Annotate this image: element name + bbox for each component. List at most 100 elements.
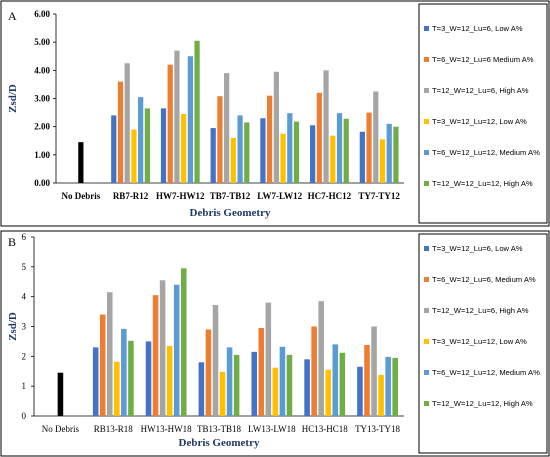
y-tick-label: 1.00 [34, 150, 50, 160]
bar [212, 305, 219, 416]
legend-label: T=6_W=12_Lu=6, Medium A% [432, 275, 536, 284]
legend-swatch [424, 119, 429, 124]
x-tick-label: HW13-HW18 [141, 424, 192, 434]
bar [286, 354, 293, 416]
bar [244, 122, 250, 183]
y-tick-label: 5 [22, 262, 27, 272]
bar [279, 346, 286, 416]
legend-swatch [424, 277, 429, 282]
bar [173, 284, 180, 416]
legend-label: T=6_W=12_Lu=12, Medium A% [432, 368, 540, 377]
panel-b-legend-frame [418, 233, 548, 454]
bar [293, 121, 300, 183]
bar [152, 295, 159, 416]
x-tick-label: TY7-TY12 [358, 191, 400, 201]
panel-label: A [8, 9, 17, 23]
bar [187, 56, 193, 183]
bar-no-debris [57, 372, 64, 416]
bar-no-debris [78, 142, 84, 183]
bar [131, 129, 137, 183]
legend-label: T=6_W=12_Lu=12, Medium A% [432, 148, 540, 157]
bar [174, 50, 180, 183]
bar [138, 97, 144, 183]
bar [265, 302, 272, 416]
bar [280, 133, 286, 183]
legend-swatch [424, 88, 429, 93]
bar [332, 344, 339, 416]
bar [181, 113, 187, 183]
bar [198, 362, 205, 416]
bar [386, 123, 392, 183]
y-tick-label: 3.00 [34, 94, 50, 104]
bar [99, 314, 106, 416]
y-tick-label: 2.00 [34, 122, 50, 132]
x-tick-label: HC7-HC12 [308, 191, 352, 201]
bar [180, 268, 187, 416]
legend-swatch [424, 26, 429, 31]
y-tick-label: 6.00 [34, 9, 50, 19]
legend-label: T=12_W=12_Lu=6, High A% [432, 86, 529, 95]
bar [128, 340, 134, 416]
bar [336, 113, 343, 183]
legend-swatch [424, 57, 429, 62]
bar [325, 369, 332, 416]
bar [343, 118, 349, 183]
legend-swatch [424, 150, 429, 155]
bar [364, 344, 370, 416]
bar [359, 131, 365, 183]
y-tick-label: 4.00 [34, 65, 50, 75]
legend-swatch [424, 308, 429, 313]
bar [287, 113, 293, 183]
bar [111, 115, 117, 183]
x-tick-label: No Debris [42, 424, 80, 434]
panel-a-legend-frame [418, 3, 548, 224]
y-tick-label: 6 [22, 232, 27, 242]
bar [166, 345, 173, 416]
bar [385, 356, 391, 416]
bar [311, 326, 317, 416]
y-axis-title: Zsd/D [7, 312, 19, 341]
bar [205, 329, 212, 416]
bar [379, 139, 386, 183]
bar [258, 327, 265, 416]
x-tick-label: TB13-TB18 [197, 424, 241, 434]
bar [144, 108, 150, 183]
bar [217, 96, 223, 183]
bar [224, 73, 230, 183]
bar [167, 64, 173, 183]
x-tick-label: No Debris [61, 191, 100, 201]
bar [392, 357, 398, 416]
x-tick-label: HW7-HW12 [156, 191, 205, 201]
y-tick-label: 5.00 [34, 37, 50, 47]
panel-b-frame [0, 230, 550, 457]
y-tick-label: 3 [22, 322, 27, 332]
x-axis-title: Debris Geometry [179, 437, 260, 449]
legend-swatch [424, 181, 429, 186]
bar [260, 118, 266, 183]
y-tick-label: 0.00 [34, 178, 50, 188]
legend-label: T=3_W=12_Lu=12, Low A% [432, 117, 527, 126]
legend-swatch [424, 246, 429, 251]
legend-label: T=12_W=12_Lu=12, High A% [432, 399, 533, 408]
bar [159, 280, 166, 416]
bar [251, 351, 258, 416]
x-tick-label: LW7-LW12 [257, 191, 302, 201]
bar [121, 328, 127, 416]
bar [366, 112, 372, 183]
panel-a: A 0.00 1.00 2.00 3.00 4.00 5.00 6.00 Zsd/D Debris… [7, 9, 540, 219]
bar [117, 81, 124, 183]
bar [371, 326, 377, 416]
bar [339, 352, 346, 416]
x-tick-label: RB13-R18 [94, 424, 134, 434]
legend-label: T=12_W=12_Lu=6, High A% [432, 306, 529, 315]
bar [267, 95, 273, 183]
x-tick-label: TB7-TB12 [210, 191, 251, 201]
bar [357, 366, 363, 416]
bar [237, 115, 243, 183]
bar [114, 361, 120, 416]
y-tick-label: 0 [22, 411, 27, 421]
bar [92, 347, 99, 416]
panel-b: B 0 1 2 3 4 5 6 Zsd/D Debris Geometry No Debris RB1… [7, 232, 540, 449]
bar [226, 347, 233, 416]
y-tick-label: 4 [22, 292, 27, 302]
